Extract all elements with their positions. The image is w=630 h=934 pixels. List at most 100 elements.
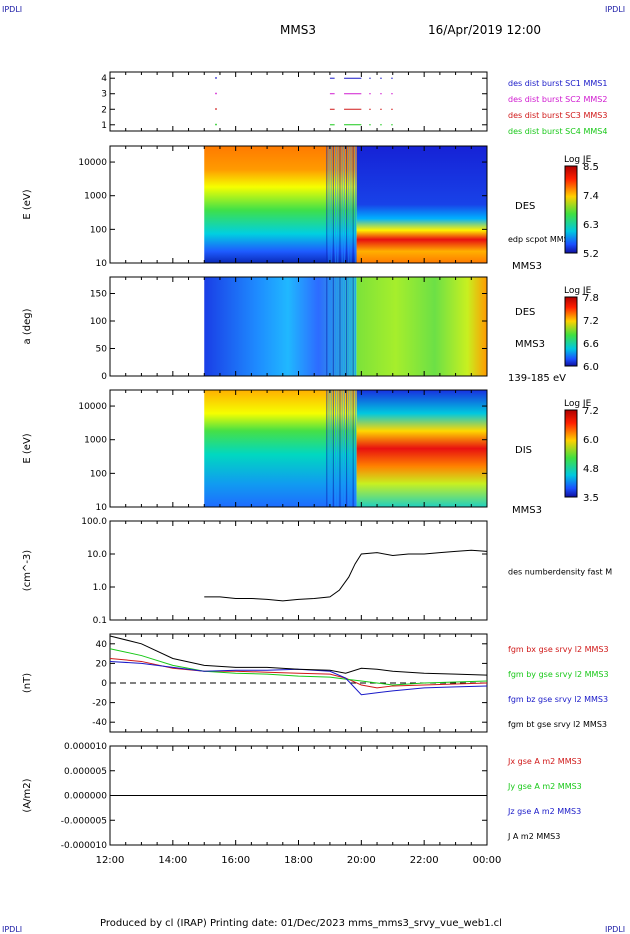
density-panel-tick-label: 100.0 bbox=[81, 517, 107, 527]
des-energy-panel-tick-label: 100 bbox=[90, 225, 107, 235]
dis-energy-panel-ylabel: E (eV) bbox=[22, 433, 33, 463]
des-pitch-panel-after-region bbox=[356, 277, 487, 376]
dis-energy-panel-tick-label: 100 bbox=[90, 469, 107, 479]
burst-panel-tick-label: 3 bbox=[101, 90, 107, 100]
des-energy-panel-tick-label: 10 bbox=[96, 259, 108, 269]
des-energy-panel-ylabel: E (eV) bbox=[22, 189, 33, 219]
spacecraft-title: MMS3 bbox=[280, 23, 316, 37]
des-energy-panel-tick-label: 10000 bbox=[78, 158, 107, 168]
density-panel-tick-label: 1.0 bbox=[93, 583, 108, 593]
des-energy-panel-colorbar bbox=[564, 165, 578, 254]
bfield-series-line bbox=[109, 635, 488, 676]
dis-energy-panel-colorbar-tick: 7.2 bbox=[583, 406, 599, 417]
des-energy-panel-tick-label: 1000 bbox=[84, 192, 107, 202]
des-pitch-panel-side-label: MMS3 bbox=[515, 339, 545, 350]
corner-mark-bottom-left: IPDLI bbox=[2, 925, 23, 934]
des-energy-panel-colorbar-tick: 7.4 bbox=[583, 191, 599, 202]
current-panel-tick-label: 0.000010 bbox=[64, 742, 107, 752]
des-energy-panel-side-label: MMS3 bbox=[512, 261, 542, 272]
bfield-panel-tick-label: 0 bbox=[101, 679, 107, 689]
dis-energy-panel-after-region bbox=[356, 390, 487, 507]
corner-mark-bottom-right: IPDLI bbox=[605, 925, 626, 934]
bfield-legend-entry: fgm bx gse srvy l2 MMS3 bbox=[508, 645, 609, 654]
corner-mark-top-right: IPDLI bbox=[605, 5, 626, 14]
time-axis-label: 20:00 bbox=[347, 855, 376, 866]
dis-energy-panel-colorbar-tick: 4.8 bbox=[583, 464, 599, 475]
time-axis-label: 14:00 bbox=[158, 855, 187, 866]
current-panel-tick-label: -0.000010 bbox=[61, 841, 107, 851]
current-legend-entry: J A m2 MMS3 bbox=[507, 832, 560, 841]
bfield-panel-tick-label: 20 bbox=[96, 659, 108, 669]
des-pitch-panel-colorbar bbox=[564, 296, 578, 367]
des-energy-panel-after-region bbox=[356, 146, 487, 263]
density-legend-entry: des numberdensity fast M bbox=[508, 568, 612, 577]
bfield-legend-entry: fgm bt gse srvy l2 MMS3 bbox=[508, 720, 607, 729]
dis-energy-panel-side-label: DIS bbox=[515, 445, 532, 456]
des-pitch-panel-ylabel: a (deg) bbox=[22, 308, 33, 344]
des-energy-panel-colorbar-tick: 5.2 bbox=[583, 249, 599, 260]
burst-panel-frame bbox=[109, 71, 488, 132]
des-pitch-panel-colorbar-title: Log JE bbox=[564, 286, 592, 296]
time-axis-label: 00:00 bbox=[473, 855, 502, 866]
current-legend-entry: Jz gse A m2 MMS3 bbox=[507, 807, 581, 816]
burst-legend-entry: des dist burst SC3 MMS3 bbox=[508, 111, 607, 120]
des-pitch-panel-tick-label: 0 bbox=[101, 372, 107, 382]
bfield-panel-tick-label: -40 bbox=[92, 718, 107, 728]
time-axis-label: 18:00 bbox=[284, 855, 313, 866]
des-pitch-panel-side-label: 139-185 eV bbox=[508, 373, 566, 384]
des-energy-panel-colorbar-tick: 6.3 bbox=[583, 220, 599, 231]
burst-legend-entry: des dist burst SC4 MMS4 bbox=[508, 127, 607, 136]
density-panel-tick-label: 0.1 bbox=[93, 616, 107, 626]
des-energy-panel-colorbar-title: Log JE bbox=[564, 155, 592, 165]
density-series-line bbox=[204, 549, 488, 602]
bfield-series-line bbox=[109, 658, 488, 689]
burst-legend-entry: des dist burst SC2 MMS2 bbox=[508, 95, 607, 104]
burst-panel-tick-label: 1 bbox=[101, 121, 107, 131]
time-axis-label: 12:00 bbox=[96, 855, 125, 866]
bfield-panel-tick-label: 40 bbox=[96, 640, 108, 650]
current-panel-tick-label: -0.000005 bbox=[61, 816, 107, 826]
time-axis-label: 16:00 bbox=[221, 855, 250, 866]
dis-energy-panel-colorbar bbox=[564, 409, 578, 498]
current-ylabel: (A/m2) bbox=[22, 778, 33, 812]
des-pitch-panel-colorbar-tick: 7.8 bbox=[583, 293, 599, 304]
des-pitch-panel-colorbar-tick: 6.0 bbox=[583, 362, 599, 373]
time-axis-label: 22:00 bbox=[410, 855, 439, 866]
bfield-legend-entry: fgm by gse srvy l2 MMS3 bbox=[508, 670, 609, 679]
dis-energy-panel-tick-label: 10000 bbox=[78, 402, 107, 412]
burst-legend-entry: des dist burst SC1 MMS1 bbox=[508, 79, 607, 88]
des-energy-panel-side-label: edp scpot MMS3 bbox=[508, 235, 574, 244]
bfield-legend-entry: fgm bz gse srvy l2 MMS3 bbox=[508, 695, 608, 704]
current-panel-tick-label: 0.000005 bbox=[64, 767, 107, 777]
current-legend-entry: Jy gse A m2 MMS3 bbox=[507, 782, 582, 791]
burst-panel-tick-label: 2 bbox=[101, 105, 107, 115]
dis-energy-panel-colorbar-title: Log JE bbox=[564, 399, 592, 409]
burst-panel-tick-label: 4 bbox=[101, 74, 107, 84]
des-energy-panel-side-label: DES bbox=[515, 201, 535, 212]
dis-energy-panel-colorbar-tick: 3.5 bbox=[583, 493, 599, 504]
corner-mark-top-left: IPDLI bbox=[2, 5, 23, 14]
plot-datetime: 16/Apr/2019 12:00 bbox=[428, 23, 542, 37]
des-pitch-panel-tick-label: 50 bbox=[96, 345, 108, 355]
bfield-panel-tick-label: -20 bbox=[92, 699, 107, 709]
density-panel-tick-label: 10.0 bbox=[87, 550, 107, 560]
dis-energy-panel-colorbar-tick: 6.0 bbox=[583, 435, 599, 446]
density-panel-frame bbox=[109, 520, 488, 621]
dis-energy-panel-side-label: MMS3 bbox=[512, 505, 542, 516]
bfield-series-line bbox=[109, 660, 488, 696]
burst-dot bbox=[215, 108, 217, 110]
des-pitch-panel-tick-label: 150 bbox=[90, 290, 107, 300]
des-pitch-panel-side-label: DES bbox=[515, 307, 535, 318]
current-panel-tick-label: 0.000000 bbox=[64, 792, 107, 802]
density-ylabel: (cm^-3) bbox=[22, 550, 33, 591]
current-legend-entry: Jx gse A m2 MMS3 bbox=[507, 757, 582, 766]
burst-dot bbox=[215, 123, 217, 126]
des-pitch-panel-tick-label: 100 bbox=[90, 317, 107, 327]
footer-info: Produced by cl (IRAP) Printing date: 01/… bbox=[100, 918, 502, 929]
des-pitch-panel-colorbar-tick: 6.6 bbox=[583, 339, 599, 350]
des-energy-panel-colorbar-tick: 8.5 bbox=[583, 162, 599, 173]
dis-energy-panel-tick-label: 1000 bbox=[84, 436, 107, 446]
burst-dot bbox=[215, 77, 217, 79]
bfield-ylabel: (nT) bbox=[22, 673, 33, 693]
